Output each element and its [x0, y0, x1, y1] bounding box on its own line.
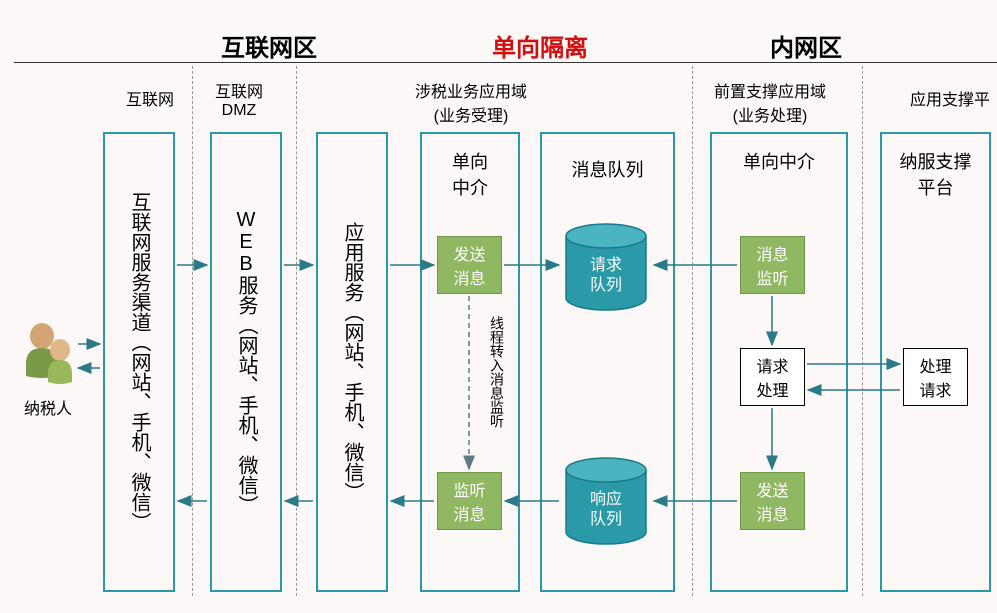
node-proc-req: 处理 请求: [903, 348, 968, 406]
sublabel-tax: 涉税业务应用域(业务受理): [415, 78, 527, 126]
node-listen-msg: 监听 消息: [437, 472, 502, 530]
node-msg-listen: 消息 监听: [740, 236, 805, 294]
user-label: 纳税人: [24, 395, 72, 419]
vline-4: [862, 66, 863, 596]
svg-text:请求: 请求: [590, 256, 622, 274]
zone-internet-title: 互联网区: [221, 28, 317, 63]
svg-text:队列: 队列: [590, 510, 622, 528]
sublabel-net: 互联网: [126, 86, 174, 110]
header-divider: [14, 62, 997, 63]
vline-2: [296, 66, 297, 596]
node-send-msg: 发送 消息: [437, 236, 502, 294]
node-send-msg2: 发送 消息: [740, 472, 805, 530]
col-channel: 互联网服务渠道（网站、手机、微信）: [103, 132, 175, 592]
vline-3: [692, 66, 693, 596]
node-req-proc: 请求 处理: [740, 348, 805, 406]
user-icon: [20, 320, 80, 390]
col-web: WEB服务（网站、手机、微信）: [210, 132, 282, 592]
dashed-thread-label: 线程转入消息监听: [486, 316, 507, 433]
sublabel-dmz: 互联网DMZ: [215, 78, 263, 120]
svg-text:队列: 队列: [590, 276, 622, 294]
zone-isolation-title: 单向隔离: [492, 28, 588, 63]
vline-1: [192, 66, 193, 596]
zone-intranet-title: 内网区: [770, 28, 842, 63]
svg-text:响应: 响应: [590, 489, 622, 508]
col-appsvc: 应用服务（网站、手机、微信）: [316, 132, 388, 592]
sublabel-app: 应用支撑平: [910, 86, 990, 110]
cylinder-res-queue: 响应 队列: [562, 456, 650, 546]
sublabel-pre: 前置支撑应用域(业务处理): [714, 78, 826, 126]
cylinder-req-queue: 请求 队列: [562, 222, 650, 312]
